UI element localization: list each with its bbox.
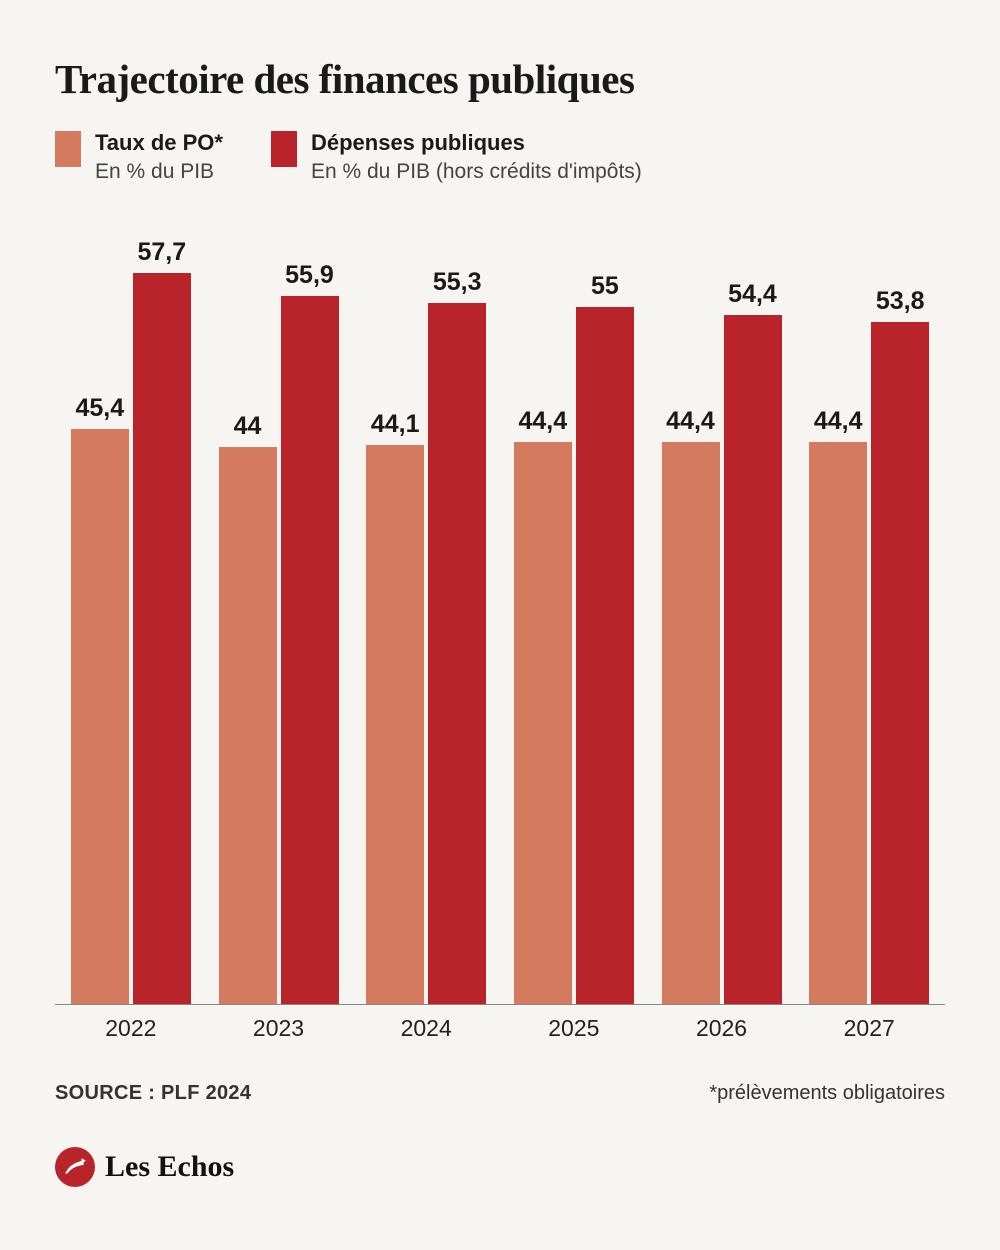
bar-series2: 55,9 xyxy=(281,261,339,1004)
bar-value-label: 44,4 xyxy=(666,407,715,436)
bar-value-label: 45,4 xyxy=(75,394,124,423)
bar-series2: 57,7 xyxy=(133,238,191,1004)
x-tick-label: 2023 xyxy=(205,1015,353,1042)
bar-series2: 53,8 xyxy=(871,287,929,1003)
year-group: 44,4 55 xyxy=(500,272,648,1004)
legend-label-series2: Dépenses publiques xyxy=(311,129,642,158)
bar-rect xyxy=(428,303,486,1003)
bar-value-label: 44,4 xyxy=(814,407,863,436)
x-tick-label: 2026 xyxy=(648,1015,796,1042)
year-group: 45,4 57,7 xyxy=(57,238,205,1004)
year-group: 44,4 53,8 xyxy=(795,287,943,1003)
legend-item-series1: Taux de PO* En % du PIB xyxy=(55,129,223,185)
x-tick-label: 2022 xyxy=(57,1015,205,1042)
bar-value-label: 57,7 xyxy=(137,238,186,267)
legend-sub-series1: En % du PIB xyxy=(95,158,223,185)
bar-value-label: 55,9 xyxy=(285,261,334,290)
legend: Taux de PO* En % du PIB Dépenses publiqu… xyxy=(55,129,945,185)
bar-series2: 55,3 xyxy=(428,268,486,1003)
bar-series1: 44,4 xyxy=(662,407,720,1004)
bar-value-label: 53,8 xyxy=(876,287,925,316)
bar-value-label: 44,1 xyxy=(371,410,420,439)
legend-sub-series2: En % du PIB (hors crédits d'impôts) xyxy=(311,158,642,185)
bar-rect xyxy=(71,429,129,1004)
x-axis: 202220232024202520262027 xyxy=(55,1005,945,1042)
bar-series2: 55 xyxy=(576,272,634,1004)
bar-series2: 54,4 xyxy=(724,280,782,1004)
bar-rect xyxy=(809,442,867,1004)
legend-label-series1: Taux de PO* xyxy=(95,129,223,158)
x-tick-label: 2027 xyxy=(795,1015,943,1042)
x-tick-label: 2024 xyxy=(352,1015,500,1042)
bar-series1: 44,4 xyxy=(514,407,572,1004)
source-text: SOURCE : PLF 2024 xyxy=(55,1082,251,1105)
x-tick-label: 2025 xyxy=(500,1015,648,1042)
bar-series1: 45,4 xyxy=(71,394,129,1004)
bar-rect xyxy=(219,447,277,1004)
bar-rect xyxy=(133,273,191,1004)
legend-swatch-series2 xyxy=(271,131,297,167)
chart-title: Trajectoire des finances publiques xyxy=(55,55,945,103)
bar-value-label: 44,4 xyxy=(519,407,568,436)
bar-chart: 45,457,74455,944,155,344,45544,454,444,4… xyxy=(55,245,945,1005)
bar-rect xyxy=(871,322,929,1003)
bar-rect xyxy=(724,315,782,1004)
bar-value-label: 55,3 xyxy=(433,268,482,297)
bar-value-label: 55 xyxy=(591,272,619,301)
brand-name: Les Echos xyxy=(105,1150,234,1184)
bar-rect xyxy=(281,296,339,1004)
bar-value-label: 54,4 xyxy=(728,280,777,309)
bar-value-label: 44 xyxy=(234,412,262,441)
footnote-text: *prélèvements obligatoires xyxy=(709,1082,945,1105)
year-group: 44,4 54,4 xyxy=(648,280,796,1004)
brand-logo-icon xyxy=(55,1147,95,1187)
legend-item-series2: Dépenses publiques En % du PIB (hors cré… xyxy=(271,129,642,185)
bar-series1: 44,1 xyxy=(366,410,424,1004)
chart-footer: SOURCE : PLF 2024 *prélèvements obligato… xyxy=(55,1082,945,1105)
bar-rect xyxy=(514,442,572,1004)
bar-rect xyxy=(576,307,634,1004)
brand: Les Echos xyxy=(55,1147,945,1187)
year-group: 44,1 55,3 xyxy=(352,268,500,1003)
bar-series1: 44,4 xyxy=(809,407,867,1004)
legend-swatch-series1 xyxy=(55,131,81,167)
bar-rect xyxy=(366,445,424,1004)
bar-series1: 44 xyxy=(219,412,277,1004)
year-group: 44 55,9 xyxy=(205,261,353,1004)
bar-rect xyxy=(662,442,720,1004)
